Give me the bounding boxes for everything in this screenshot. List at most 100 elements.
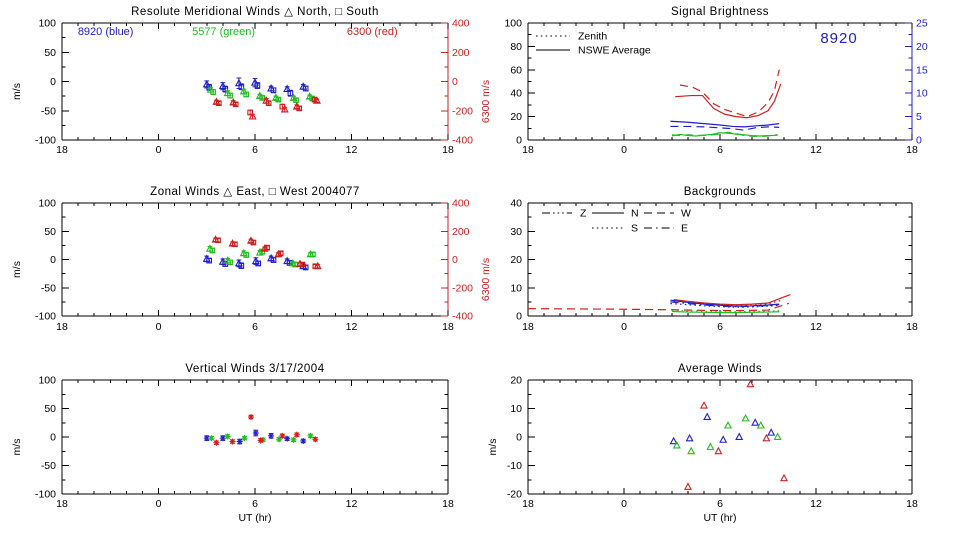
square-marker (259, 95, 266, 101)
y-tick-label: 20 (510, 254, 522, 266)
data-line-green-solid (671, 310, 780, 314)
legend-label: Zenith (578, 31, 607, 43)
series-backgrounds (527, 293, 791, 314)
x-tick-label: 18 (906, 144, 918, 156)
panel-title: Signal Brightness (671, 6, 769, 18)
line (294, 432, 300, 438)
x-tick-label: 0 (156, 144, 162, 156)
y-tick-label: 20 (510, 111, 522, 123)
x-tick-label: 12 (346, 321, 358, 333)
y-tick-label: -100 (35, 135, 56, 147)
y-tick-label: 10 (510, 282, 522, 294)
square-marker (296, 105, 303, 112)
y-tick-label: 100 (38, 18, 56, 30)
square-marker (270, 87, 277, 94)
y-tick-label: 100 (38, 198, 56, 210)
right-axis-tick-label: 400 (452, 18, 470, 30)
triangle-marker (669, 436, 678, 445)
series-average_winds (669, 379, 789, 490)
right-axis-tick-label: 0 (916, 135, 922, 147)
right-axis-tick-label: -400 (452, 135, 473, 147)
line (291, 437, 297, 443)
square-marker (275, 96, 282, 103)
square-marker (277, 250, 284, 257)
square-marker (227, 92, 233, 99)
triangle-marker (280, 105, 289, 113)
y-axis-label: m/s (11, 83, 23, 100)
triangle-marker (773, 432, 782, 440)
panel-title: Average Winds (678, 363, 762, 375)
right-axis-tick-label: -400 (452, 311, 473, 323)
data-line-red-dashed (679, 69, 780, 118)
legend-label: N (631, 208, 639, 220)
line (312, 436, 318, 442)
square-marker (210, 89, 217, 95)
right-axis-tick-label: 25 (916, 18, 928, 30)
triangle-marker (248, 112, 257, 120)
y-tick-label: 100 (504, 18, 522, 30)
square-marker (238, 262, 245, 269)
x-tick-label: 0 (621, 321, 627, 333)
right-axis-tick-label: -200 (452, 282, 473, 294)
y-tick-label: -100 (35, 489, 56, 501)
line (220, 435, 226, 441)
triangle-marker (741, 413, 750, 422)
line (229, 439, 235, 445)
right-axis-tick-label: 10 (916, 88, 928, 100)
triangle-marker (714, 446, 723, 455)
right-axis-tick-label: 400 (452, 198, 470, 210)
triangle-marker (699, 401, 709, 409)
square-marker (243, 91, 250, 98)
triangle-marker (687, 446, 696, 455)
square-marker (227, 259, 233, 266)
x-tick-label: 0 (156, 321, 162, 333)
y-tick-label: 50 (44, 47, 56, 59)
triangle-marker (706, 442, 715, 450)
x-tick-label: 6 (717, 498, 723, 510)
line (258, 437, 264, 443)
x-tick-label: 18 (56, 498, 68, 510)
data-line-blue-dotted (670, 302, 780, 308)
y-tick-label: 60 (510, 64, 522, 76)
y-tick-label: 40 (510, 88, 522, 100)
x-tick-label: 0 (621, 498, 627, 510)
square-marker (302, 85, 309, 92)
triangle-marker (260, 244, 269, 252)
y-tick-label: 0 (516, 432, 522, 444)
y-tick-label: 0 (50, 254, 56, 266)
triangle-marker (723, 421, 733, 429)
square-marker (243, 252, 250, 258)
panel-title: Zonal Winds △ East, □ West 2004077 (150, 186, 360, 198)
x-tick-label: 18 (442, 498, 454, 510)
right-axis-tick-label: -200 (452, 105, 473, 117)
right-axis-tick-label: 200 (452, 226, 470, 238)
y-tick-label: 0 (516, 135, 522, 147)
triangle-marker (703, 412, 712, 420)
x-tick-label: 0 (156, 498, 162, 510)
square-marker (265, 100, 272, 106)
triangle-marker (735, 432, 744, 440)
line (225, 433, 231, 439)
series-meridional_winds (202, 77, 321, 120)
square-marker (310, 251, 316, 258)
y-tick-label: 40 (510, 198, 522, 210)
legend-label: Z (580, 208, 587, 220)
x-tick-label: 12 (346, 144, 358, 156)
x-tick-label: 18 (906, 321, 918, 333)
data-line-red-dotted (673, 299, 781, 306)
y-tick-label: 100 (38, 375, 56, 387)
line (237, 439, 243, 445)
x-tick-label: 6 (252, 321, 258, 333)
square-marker (215, 237, 221, 244)
y-tick-label: 20 (510, 375, 522, 387)
line (300, 438, 306, 444)
right-axis-tick-label: 200 (452, 47, 470, 59)
